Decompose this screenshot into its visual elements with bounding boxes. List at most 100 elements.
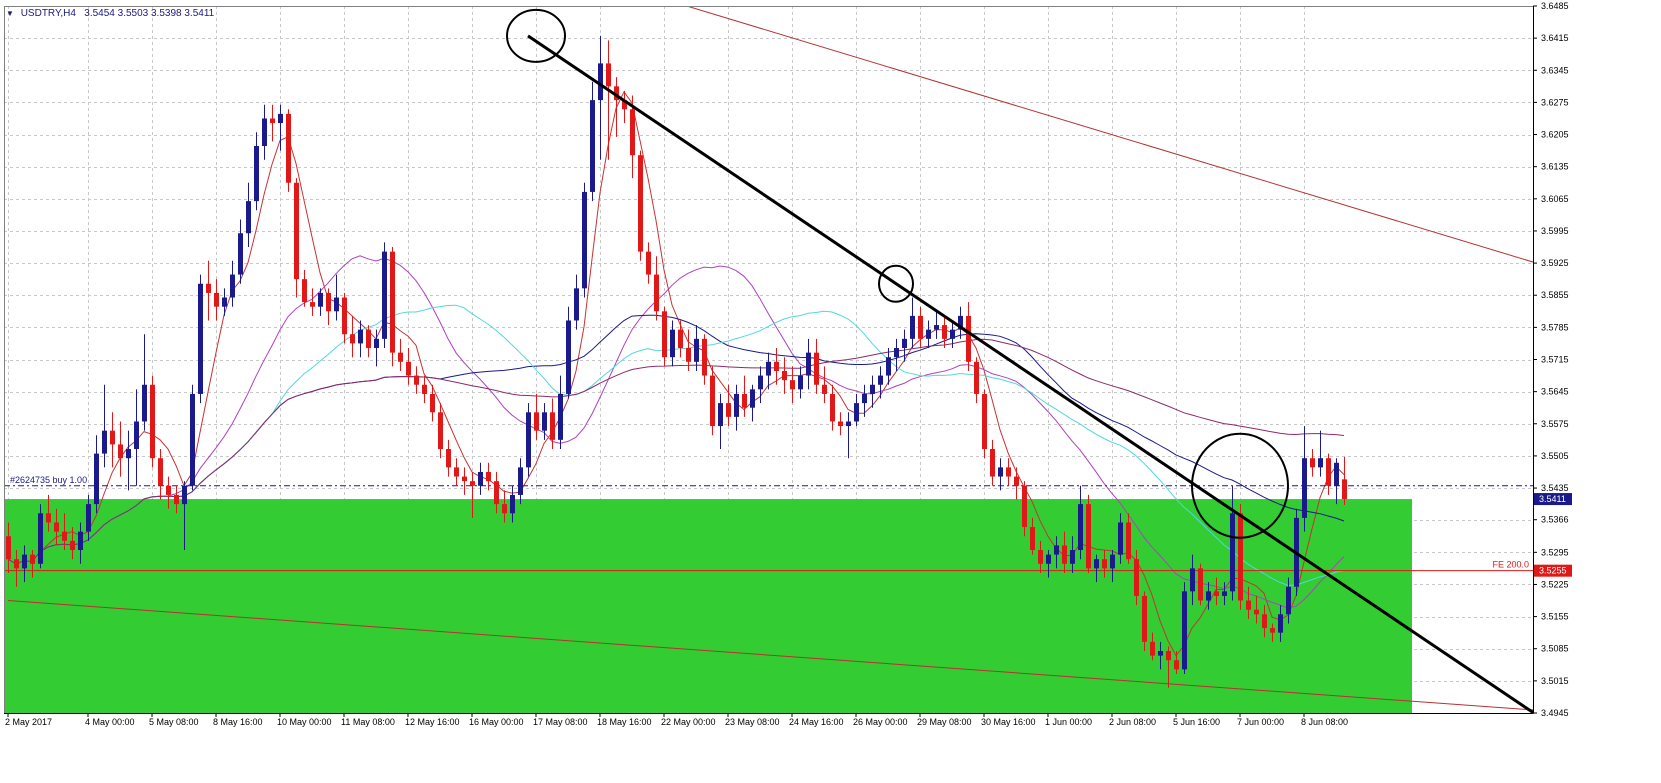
candle <box>102 384 107 468</box>
ohlc-readout: 3.5454 3.5503 3.5398 3.5411 <box>84 8 215 19</box>
candle <box>1126 513 1131 564</box>
candle <box>910 297 915 349</box>
candle <box>286 109 291 192</box>
candle-body <box>502 504 507 514</box>
candle <box>742 375 747 417</box>
candle <box>294 178 299 298</box>
candle <box>1318 430 1323 477</box>
candle-body <box>422 384 427 394</box>
candle-body <box>782 370 787 381</box>
candle-body <box>902 338 907 349</box>
candle-body <box>870 384 875 394</box>
candle-body <box>822 384 827 394</box>
candle <box>1342 456 1347 506</box>
candle <box>974 357 979 404</box>
candle <box>518 458 523 505</box>
candle <box>558 375 563 450</box>
candle-body <box>94 453 99 505</box>
x-tick-label: 5 May 08:00 <box>149 717 199 727</box>
candle <box>1142 591 1147 652</box>
candle <box>438 403 443 459</box>
candle <box>798 366 803 399</box>
candle-body <box>1086 504 1091 569</box>
candle <box>86 494 91 541</box>
candle <box>494 471 499 514</box>
candle <box>1182 582 1187 674</box>
candle-body <box>54 522 59 532</box>
candle-body <box>1118 522 1123 555</box>
candle-body <box>166 485 171 495</box>
candle <box>814 338 819 394</box>
fe-price-label: 3.5255 <box>1534 564 1572 577</box>
x-tick-label: 7 Jun 00:00 <box>1237 717 1284 727</box>
candle-body <box>118 444 123 459</box>
candle <box>1246 586 1251 619</box>
candle <box>1070 536 1075 573</box>
candle-body <box>342 297 347 335</box>
x-tick-label: 26 May 00:00 <box>853 717 908 727</box>
candle-body <box>590 100 595 192</box>
candle-body <box>454 467 459 477</box>
y-axis-labels: 3.6485 3.6415 3.6345 3.6275 3.6205 3.6135 3.60… <box>1533 1 1569 718</box>
x-tick-label: 22 May 00:00 <box>661 717 716 727</box>
candle <box>1230 485 1235 601</box>
candle <box>166 476 171 509</box>
candle <box>750 384 755 422</box>
candle <box>422 375 427 404</box>
x-tick-label: 24 May 16:00 <box>789 717 844 727</box>
x-tick-label: 16 May 00:00 <box>469 717 524 727</box>
x-axis-labels: 2 May 2017 4 May 00:00 5 May 08:00 8 May 16… <box>5 713 1348 727</box>
candle-body <box>950 329 955 339</box>
candle <box>1110 550 1115 583</box>
candle-body <box>446 449 451 468</box>
candle <box>1206 582 1211 610</box>
candle <box>22 545 27 583</box>
candle <box>1214 577 1219 606</box>
candle-body <box>806 352 811 376</box>
candle-body <box>814 352 819 385</box>
y-tick-label: 3.4945 <box>1541 708 1569 718</box>
candle <box>982 389 987 459</box>
candle <box>430 384 435 422</box>
candle <box>182 481 187 551</box>
candle <box>1254 595 1259 624</box>
y-tick-label: 3.5785 <box>1541 322 1569 332</box>
candle-body <box>662 311 667 358</box>
collapse-triangle-icon[interactable]: ▼ <box>6 9 14 18</box>
candle <box>14 550 19 587</box>
candle-body <box>694 338 699 362</box>
candle <box>1062 531 1067 573</box>
candle-body <box>718 403 723 427</box>
candle-body <box>1158 651 1163 656</box>
candle <box>574 274 579 330</box>
candle <box>486 462 491 491</box>
candle-body <box>1206 591 1211 601</box>
candle <box>1222 582 1227 606</box>
candle <box>54 508 59 546</box>
candle-body <box>942 325 947 339</box>
candle <box>78 522 83 564</box>
x-tick-label: 2 Jun 08:00 <box>1109 717 1156 727</box>
candle <box>502 490 507 523</box>
y-tick-label: 3.6345 <box>1541 65 1569 75</box>
candle-body <box>846 421 851 427</box>
candle-body <box>1254 609 1259 615</box>
candle-body <box>158 458 163 486</box>
candle-body <box>102 430 107 454</box>
candle <box>1174 651 1179 674</box>
candle <box>1054 536 1059 569</box>
candle-body <box>1174 660 1179 670</box>
candle-body <box>926 329 931 339</box>
candle <box>270 104 275 142</box>
candle <box>654 256 659 321</box>
candle <box>526 403 531 477</box>
candle <box>1334 458 1339 505</box>
candle-body <box>1142 595 1147 642</box>
candle-body <box>1334 462 1339 486</box>
candle-body <box>1150 641 1155 656</box>
candle-body <box>1070 550 1075 564</box>
candle <box>734 384 739 431</box>
candle-body <box>190 393 195 486</box>
candle-body <box>334 297 339 312</box>
